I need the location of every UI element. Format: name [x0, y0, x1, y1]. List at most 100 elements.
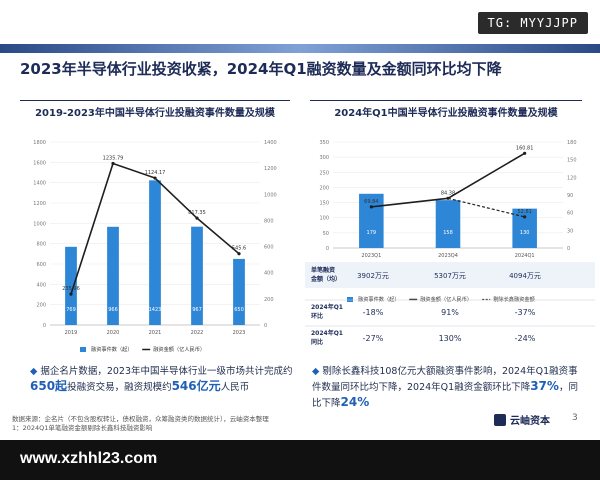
y-left-tick-label: 1400 — [33, 181, 46, 187]
y-left-tick-label: 300 — [319, 155, 329, 161]
line-value-label: 545.6 — [232, 246, 246, 252]
avg-row-label: 单笔融资 — [311, 266, 335, 274]
line-point — [69, 292, 73, 296]
y-left-tick-label: 350 — [319, 140, 329, 146]
compare-cell: 91% — [441, 308, 459, 317]
line-value-label: 84.38 — [441, 190, 455, 196]
right-chart: 0 50 100 150 200 250 300 350 0 30 60 90 120 150 180 179… — [319, 140, 577, 303]
y-left-tick-label: 150 — [319, 201, 329, 207]
dashed-series — [447, 197, 525, 218]
bar — [359, 193, 384, 248]
brand-logo-icon — [494, 414, 506, 426]
y-right-tick-label: 800 — [264, 218, 274, 224]
bar — [435, 200, 461, 248]
line-point — [369, 205, 373, 209]
avg-row-value: 5307万元 — [434, 272, 466, 280]
bar-value-label: 769 — [66, 307, 76, 313]
bullet-dot-icon: ◆ — [30, 366, 41, 377]
line-point — [237, 252, 241, 256]
compare-row-label: 环比 — [311, 312, 323, 320]
left-bullet-num1: 650起 — [30, 379, 68, 393]
left-bullet-mid: 投融资交易，融资规模约 — [67, 382, 172, 393]
line-point — [523, 151, 527, 155]
y-right-tick-label: 0 — [264, 323, 267, 329]
x-tick-label: 2024Q1 — [515, 253, 535, 259]
avg-row-value: 3902万元 — [357, 272, 389, 280]
website-link[interactable]: www.xzhhl23.com — [20, 450, 158, 467]
line-value-label: 817.35 — [188, 210, 206, 216]
y-left-tick-label: 1600 — [33, 160, 46, 166]
x-tick-label: 2021 — [149, 330, 162, 336]
header-band — [0, 44, 600, 53]
y-right-tick-label: 30 — [567, 228, 573, 234]
left-chart: 0 200 400 600 800 1000 1200 1400 1600 1800 0 200 400… — [33, 140, 277, 353]
left-bullet-pre: 据企名片数据，2023年中国半导体行业一级市场共计完成约 — [40, 366, 293, 377]
left-bullet: ◆ 据企名片数据，2023年中国半导体行业一级市场共计完成约 650起投融资交易，… — [30, 365, 295, 395]
legend-label: 融资事件数（起） — [358, 295, 400, 303]
bar — [65, 246, 77, 325]
brand-name: 云岫资本 — [510, 416, 550, 427]
bar-value-label: 179 — [367, 230, 377, 236]
y-right-tick-label: 0 — [567, 246, 570, 252]
y-left-tick-label: 400 — [36, 282, 46, 288]
compare-cell: -24% — [515, 334, 536, 343]
legend-label: 剔除长鑫融资金额 — [493, 295, 535, 303]
line-value-label: 160.81 — [516, 145, 534, 151]
legend-label: 融资金额（亿人民币） — [153, 345, 205, 353]
y-right-tick-label: 200 — [264, 297, 274, 303]
compare-cell: 130% — [439, 334, 462, 343]
line-value-label: 1235.79 — [103, 155, 124, 161]
x-tick-label: 2019 — [65, 330, 78, 336]
y-left-tick-label: 1200 — [33, 201, 46, 207]
right-bullet-mid: ，同比下降 — [312, 382, 578, 409]
y-right-tick-label: 1200 — [264, 166, 277, 172]
y-right-tick-label: 1400 — [264, 140, 277, 146]
line-point — [153, 176, 157, 180]
bar-value-label: 967 — [192, 307, 202, 313]
compare-cell: -37% — [515, 308, 536, 317]
left-bullet-num2: 546亿元 — [171, 379, 221, 393]
bar-value-label: 966 — [108, 307, 118, 313]
compare-row-label: 2024年Q1 — [311, 303, 343, 311]
avg-row-value: 4094万元 — [509, 272, 541, 280]
y-left-tick-label: 600 — [36, 262, 46, 268]
bar — [107, 226, 119, 325]
y-right-tick-label: 150 — [567, 158, 577, 164]
y-left-tick-label: 0 — [43, 323, 46, 329]
y-left-tick-label: 0 — [326, 246, 329, 252]
x-tick-label: 2023Q1 — [361, 253, 381, 259]
y-left-tick-label: 200 — [319, 185, 329, 191]
bullet-dot-icon: ◆ — [312, 366, 323, 377]
dashed-value-label: 52.81 — [518, 209, 532, 215]
compare-row-label: 同比 — [311, 338, 323, 346]
y-right-tick-label: 600 — [264, 245, 274, 251]
compare-cell: -18% — [363, 308, 384, 317]
bar — [233, 258, 245, 325]
legend-swatch — [347, 297, 353, 302]
y-left-tick-label: 200 — [36, 303, 46, 309]
right-bullet-pre: 剔除长鑫科技108亿元大额融资事件影响，2024年Q1融资事件数量同环比均下降，… — [312, 366, 578, 393]
y-left-tick-label: 250 — [319, 170, 329, 176]
y-right-tick-label: 1000 — [264, 192, 277, 198]
y-right-tick-label: 180 — [567, 140, 577, 146]
left-bullet-post: 人民币 — [220, 382, 250, 393]
line-value-label: 69.84 — [364, 199, 378, 205]
page-number: 3 — [572, 413, 578, 423]
y-left-tick-label: 800 — [36, 242, 46, 248]
bar-value-label: 130 — [520, 230, 530, 236]
avg-row-label: 金额（均） — [310, 275, 341, 283]
y-right-tick-label: 60 — [567, 211, 573, 217]
y-left-tick-label: 1800 — [33, 140, 46, 146]
tg-badge: TG: MYYJJPP — [477, 12, 588, 34]
dashed-point — [523, 215, 527, 219]
y-left-tick-label: 1000 — [33, 221, 46, 227]
bar-value-label: 158 — [443, 230, 453, 236]
legend-label: 融资金额（亿人民币） — [420, 295, 472, 303]
footer-bar — [0, 440, 600, 480]
line-point — [111, 161, 115, 166]
compare-cell: -27% — [363, 334, 384, 343]
y-right-tick-label: 400 — [264, 271, 274, 277]
line-point — [195, 216, 199, 220]
line-value-label: 1124.17 — [145, 170, 166, 176]
